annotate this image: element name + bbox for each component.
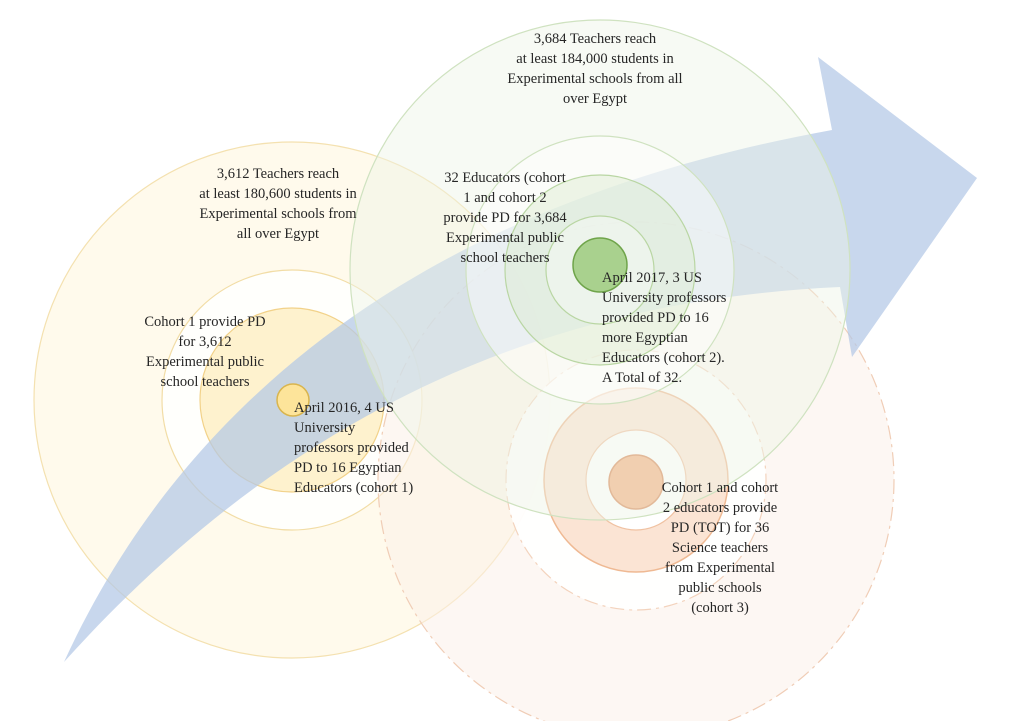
label-line: April 2016, 4 US <box>294 400 394 416</box>
label-line: over Egypt <box>562 91 628 107</box>
label-line: at least 184,000 students in <box>516 51 674 67</box>
label-line: provided PD to 16 <box>602 310 709 326</box>
green-core-circle <box>572 237 628 293</box>
orange-core-circle <box>608 454 664 510</box>
yellow-core-circle <box>276 383 310 417</box>
label-line: public schools <box>678 580 762 596</box>
green-circle-group <box>349 19 851 521</box>
label-32-educators: 32 Educators (cohort 1 and cohort 2 prov… <box>410 168 600 268</box>
label-line: provide PD for 3,684 <box>443 210 567 226</box>
label-line: school teachers <box>460 250 550 266</box>
label-line: Experimental schools from <box>199 206 357 222</box>
label-3684-teachers: 3,684 Teachers reach at least 184,000 st… <box>470 29 720 109</box>
label-line: Experimental schools from all <box>507 71 683 87</box>
label-line: 32 Educators (cohort <box>444 170 566 186</box>
label-cohort1-pd: Cohort 1 provide PD for 3,612 Experiment… <box>105 312 305 392</box>
label-cohort3: Cohort 1 and cohort 2 educators provide … <box>620 478 820 618</box>
label-line: Cohort 1 and cohort <box>661 480 779 496</box>
label-line: at least 180,600 students in <box>199 186 357 202</box>
progress-arrow <box>64 57 977 662</box>
label-line: 3,684 Teachers reach <box>533 31 657 47</box>
label-line: professors provided <box>294 440 409 456</box>
label-line: University <box>294 420 356 436</box>
label-line: Science teachers <box>671 540 769 556</box>
label-april-2016: April 2016, 4 US University professors p… <box>294 398 464 498</box>
label-line: Educators (cohort 1) <box>294 480 414 496</box>
label-line: (cohort 3) <box>691 600 749 616</box>
label-line: Educators (cohort 2). <box>602 350 725 366</box>
label-line: school teachers <box>160 374 250 390</box>
label-line: from Experimental <box>665 560 775 576</box>
label-line: PD (TOT) for 36 <box>670 520 770 536</box>
label-line: all over Egypt <box>236 226 320 242</box>
label-line: University professors <box>602 290 727 306</box>
label-line: PD to 16 Egyptian <box>294 460 402 476</box>
label-line: Cohort 1 provide PD <box>144 314 266 330</box>
label-line: A Total of 32. <box>602 370 683 386</box>
label-line: for 3,612 <box>178 334 232 350</box>
label-line: more Egyptian <box>602 330 688 346</box>
label-line: 3,612 Teachers reach <box>216 166 340 182</box>
label-april-2017: April 2017, 3 US University professors p… <box>602 268 772 388</box>
label-3612-teachers: 3,612 Teachers reach at least 180,600 st… <box>168 164 388 244</box>
label-line: April 2017, 3 US <box>602 270 702 286</box>
label-line: Experimental public <box>446 230 564 246</box>
label-line: 2 educators provide <box>662 500 778 516</box>
label-line: 1 and cohort 2 <box>463 190 547 206</box>
label-line: Experimental public <box>146 354 264 370</box>
